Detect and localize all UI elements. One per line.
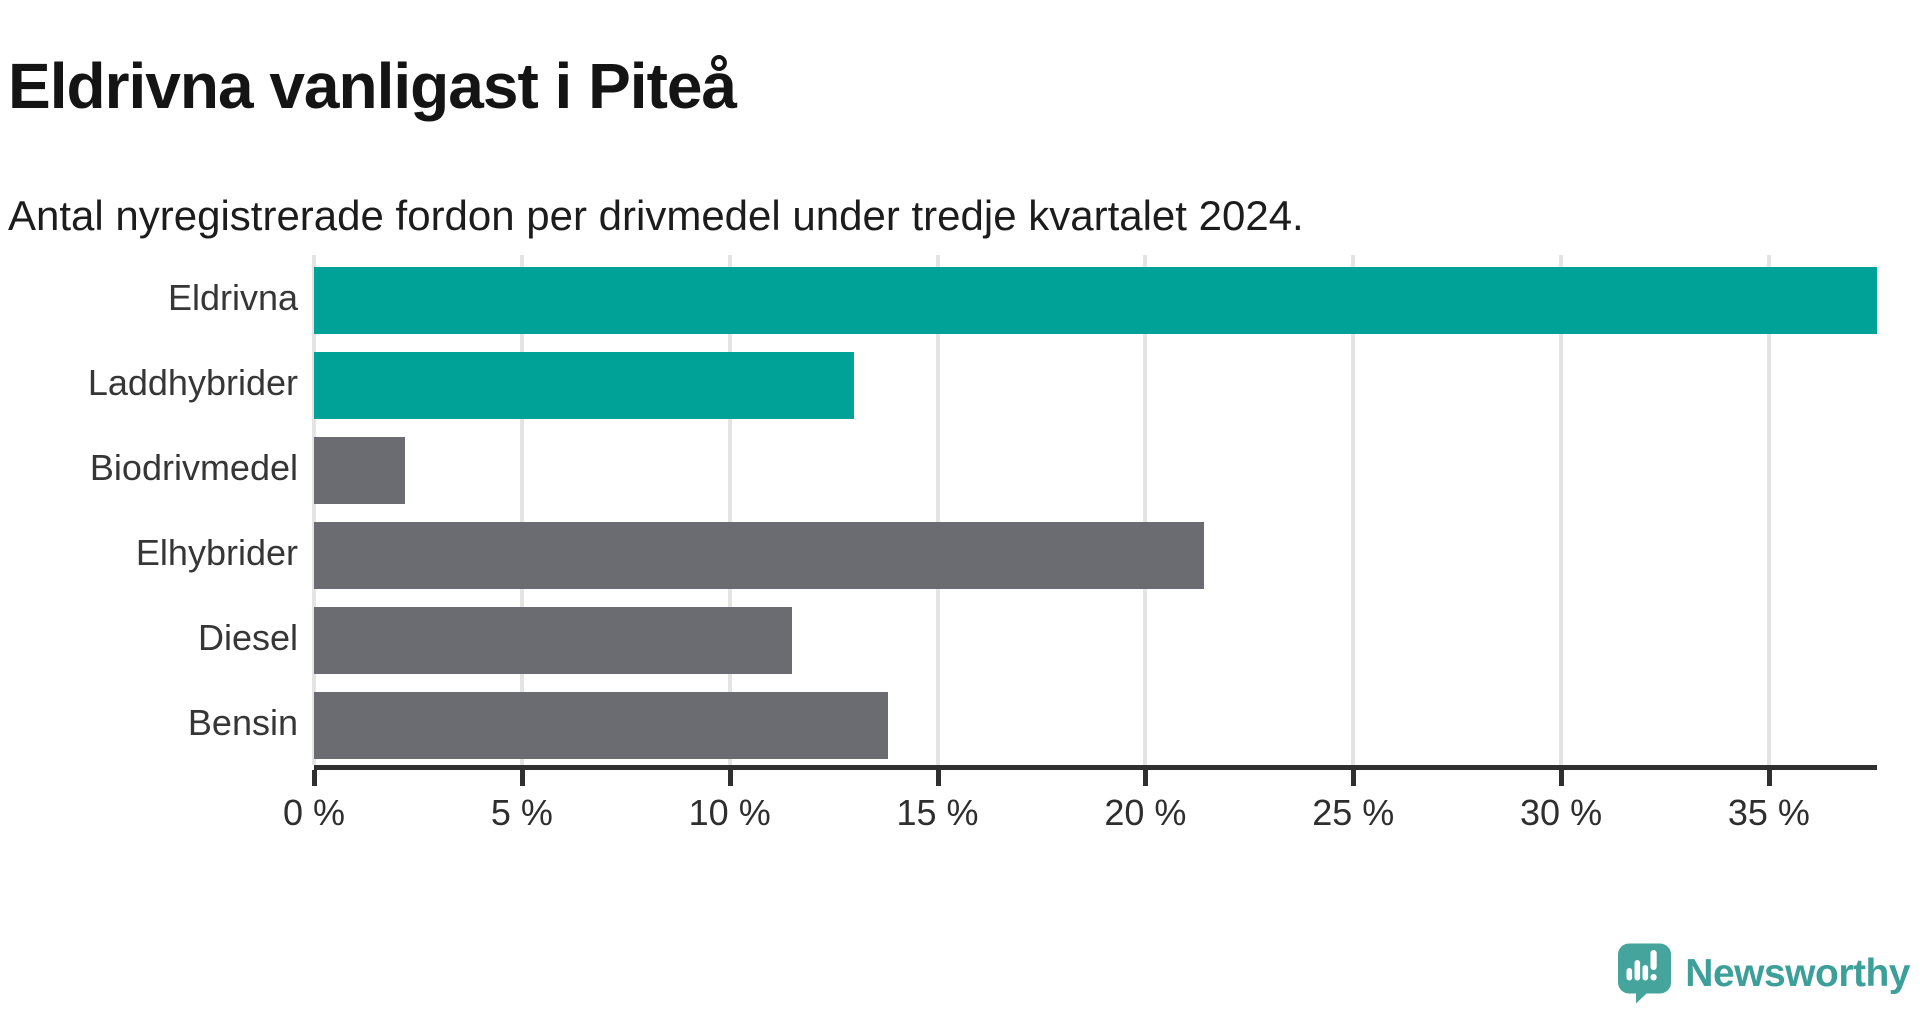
x-tick-label-20: 20 % [1104, 792, 1187, 833]
bar-eldrivna [314, 267, 1877, 334]
bar-diesel [314, 607, 793, 674]
x-tick-label-10: 10 % [688, 792, 771, 833]
x-tick-20 [1143, 770, 1149, 786]
x-tick-25 [1351, 770, 1357, 786]
gridline-20 [1143, 255, 1148, 765]
x-tick-35 [1766, 770, 1772, 786]
category-label-elhybrider: Elhybrider [135, 531, 298, 573]
category-label-laddhybrider: Laddhybrider [87, 361, 298, 403]
x-axis: 0 % 5 % 10 % 15 % 20 % 25 % 30 % 35 % [283, 770, 1877, 850]
chart-title: Eldrivna vanligast i Piteå [8, 49, 737, 122]
x-tick-10 [727, 770, 733, 786]
gridline-30 [1559, 255, 1564, 765]
gridline-15 [935, 255, 940, 765]
x-axis-line [314, 765, 1877, 770]
x-tick-label-15: 15 % [896, 792, 979, 833]
x-tick-30 [1559, 770, 1565, 786]
x-tick-label-0: 0 % [282, 792, 346, 833]
bar-bensin [314, 692, 888, 759]
chart-subtitle: Antal nyregistrerade fordon per drivmede… [8, 192, 1304, 239]
x-tick-5 [519, 770, 525, 786]
gridline-25 [1351, 255, 1356, 765]
x-tick-label-30: 30 % [1520, 792, 1603, 833]
bar-elhybrider [314, 522, 1204, 589]
x-tick-15 [935, 770, 941, 786]
x-tick-label-25: 25 % [1312, 792, 1395, 833]
gridline-35 [1766, 255, 1771, 765]
gridline-10 [727, 255, 732, 765]
category-label-bensin: Bensin [187, 701, 298, 743]
gridline-5 [519, 255, 524, 765]
category-label-eldrivna: Eldrivna [167, 276, 298, 318]
x-tick-label-35: 35 % [1727, 792, 1810, 833]
newsworthy-logo: Newsworthy [1617, 943, 1910, 1004]
x-tick-label-5: 5 % [490, 792, 553, 833]
gridline-0 [312, 255, 316, 765]
newsworthy-logo-text: Newsworthy [1685, 951, 1910, 995]
newsworthy-speech-bubble-chart-icon [1618, 943, 1672, 1004]
category-label-biodrivmedel: Biodrivmedel [89, 446, 298, 488]
bar-biodrivmedel [314, 437, 406, 504]
bar-laddhybrider [314, 352, 855, 419]
category-axis: Eldrivna Laddhybrider Biodrivmedel Elhybrid… [0, 255, 298, 765]
category-label-diesel: Diesel [197, 616, 298, 658]
x-tick-0 [312, 770, 317, 786]
plot-area [312, 255, 1877, 765]
